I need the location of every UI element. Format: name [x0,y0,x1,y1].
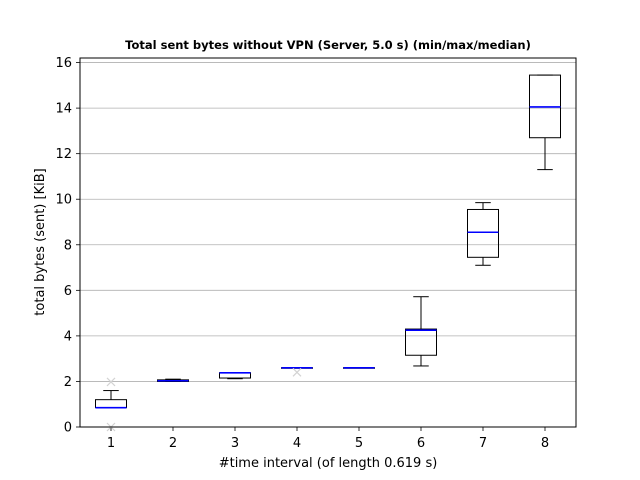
box-1 [95,377,127,432]
iqr-box [467,208,499,258]
x-tick-label: 6 [417,436,425,451]
box-6 [405,296,437,367]
box-series [95,74,561,432]
x-tick-label: 8 [541,436,549,451]
y-tick-label: 2 [64,375,72,390]
iqr-box [405,328,437,356]
box-5 [343,366,375,369]
y-tick-label: 0 [64,421,72,436]
box-8 [529,74,561,171]
outlier-marker [106,377,116,387]
chart-title: Total sent bytes without VPN (Server, 5.… [125,38,531,52]
box-3 [219,371,251,380]
x-tick-label: 1 [107,436,115,451]
y-tick-label: 16 [55,56,72,71]
box-2 [157,378,189,382]
box-7 [467,202,499,266]
x-tick-label: 3 [231,436,239,451]
y-tick-label: 12 [55,147,72,162]
x-tick-label: 4 [293,436,301,451]
y-tick-label: 8 [64,238,72,253]
y-tick-label: 4 [64,329,72,344]
y-axis-label: total bytes (sent) [KiB] [33,168,48,315]
x-axis-label: #time interval (of length 0.619 s) [219,456,438,471]
plot-frame [79,57,577,428]
outlier-marker [292,367,302,377]
x-tick-label: 5 [355,436,363,451]
x-tick-label: 7 [479,436,487,451]
y-tick-label: 10 [55,193,72,208]
box-4 [281,366,313,377]
y-tick-label: 14 [55,102,72,117]
y-tick-label: 6 [64,284,72,299]
x-tick-label: 2 [169,436,177,451]
